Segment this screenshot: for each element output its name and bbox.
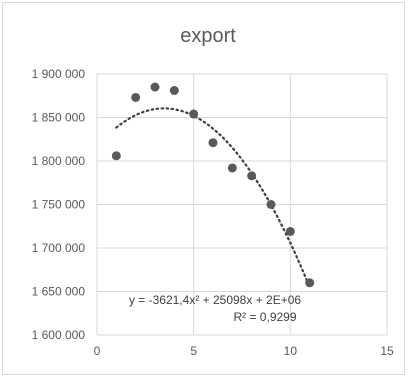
data-point (208, 138, 218, 148)
y-tick-label: 1 700 000 (32, 241, 86, 255)
data-point (131, 92, 141, 102)
y-tick-label: 1 750 000 (32, 198, 86, 212)
data-point (247, 171, 257, 181)
data-points (111, 82, 315, 288)
data-point (150, 82, 160, 92)
y-tick-label: 1 900 000 (32, 67, 86, 81)
x-tick-label: 5 (190, 344, 197, 358)
y-tick-label: 1 600 000 (32, 328, 86, 342)
x-tick-label: 15 (380, 344, 394, 358)
y-axis-ticks: 1 600 000 1 650 000 1 700 000 1 750 000 1 80… (32, 67, 86, 342)
data-point (266, 200, 276, 209)
data-point (227, 163, 237, 173)
chart-title: export (180, 25, 236, 47)
data-point (305, 278, 315, 288)
trendline-equation: y = -3621,4x² + 25098x + 2E+06 (129, 293, 301, 307)
y-tick-label: 1 850 000 (32, 111, 86, 125)
x-tick-label: 10 (284, 344, 298, 358)
x-axis-ticks: 0 5 10 15 (94, 344, 394, 358)
data-point (111, 151, 121, 161)
data-point (169, 86, 179, 96)
y-tick-label: 1 800 000 (32, 154, 86, 168)
data-point (285, 226, 295, 236)
data-point (189, 109, 199, 119)
r-squared-label: R² = 0,9299 (233, 310, 296, 324)
chart-frame (2, 2, 405, 375)
trendline (115, 107, 311, 289)
x-tick-label: 0 (94, 344, 101, 358)
y-tick-label: 1 650 000 (32, 285, 86, 299)
